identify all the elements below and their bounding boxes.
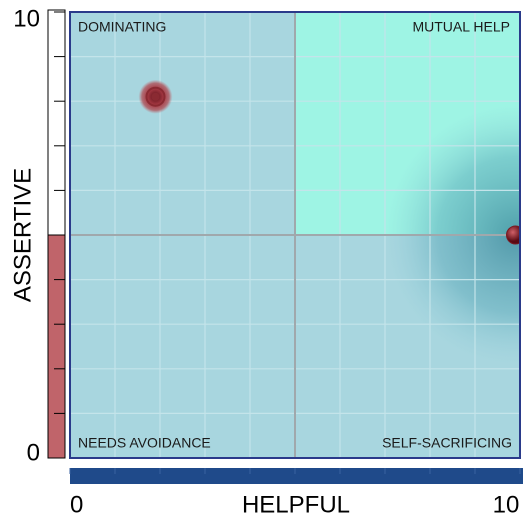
x-tick-label: 0 — [70, 491, 83, 518]
point-core — [151, 92, 160, 101]
x-axis-label: HELPFUL — [242, 491, 350, 518]
quadrant-label: NEEDS AVOIDANCE — [78, 435, 211, 451]
quadrant-label: DOMINATING — [78, 19, 166, 35]
y-axis-label: ASSERTIVE — [9, 168, 36, 302]
x-tick-label: 10 — [493, 491, 520, 518]
point — [506, 225, 520, 245]
plot-area — [70, 12, 520, 458]
point-core — [145, 86, 166, 107]
x-meter — [70, 468, 523, 484]
y-meter — [47, 234, 66, 459]
point — [138, 79, 173, 114]
y-tick-label: 0 — [27, 439, 40, 466]
quadrant-label: SELF-SACRIFICING — [382, 435, 512, 451]
quadrant-label: MUTUAL HELP — [412, 19, 510, 35]
plot-border — [69, 11, 521, 459]
point-core — [506, 225, 520, 245]
y-tick-label: 10 — [13, 5, 40, 32]
